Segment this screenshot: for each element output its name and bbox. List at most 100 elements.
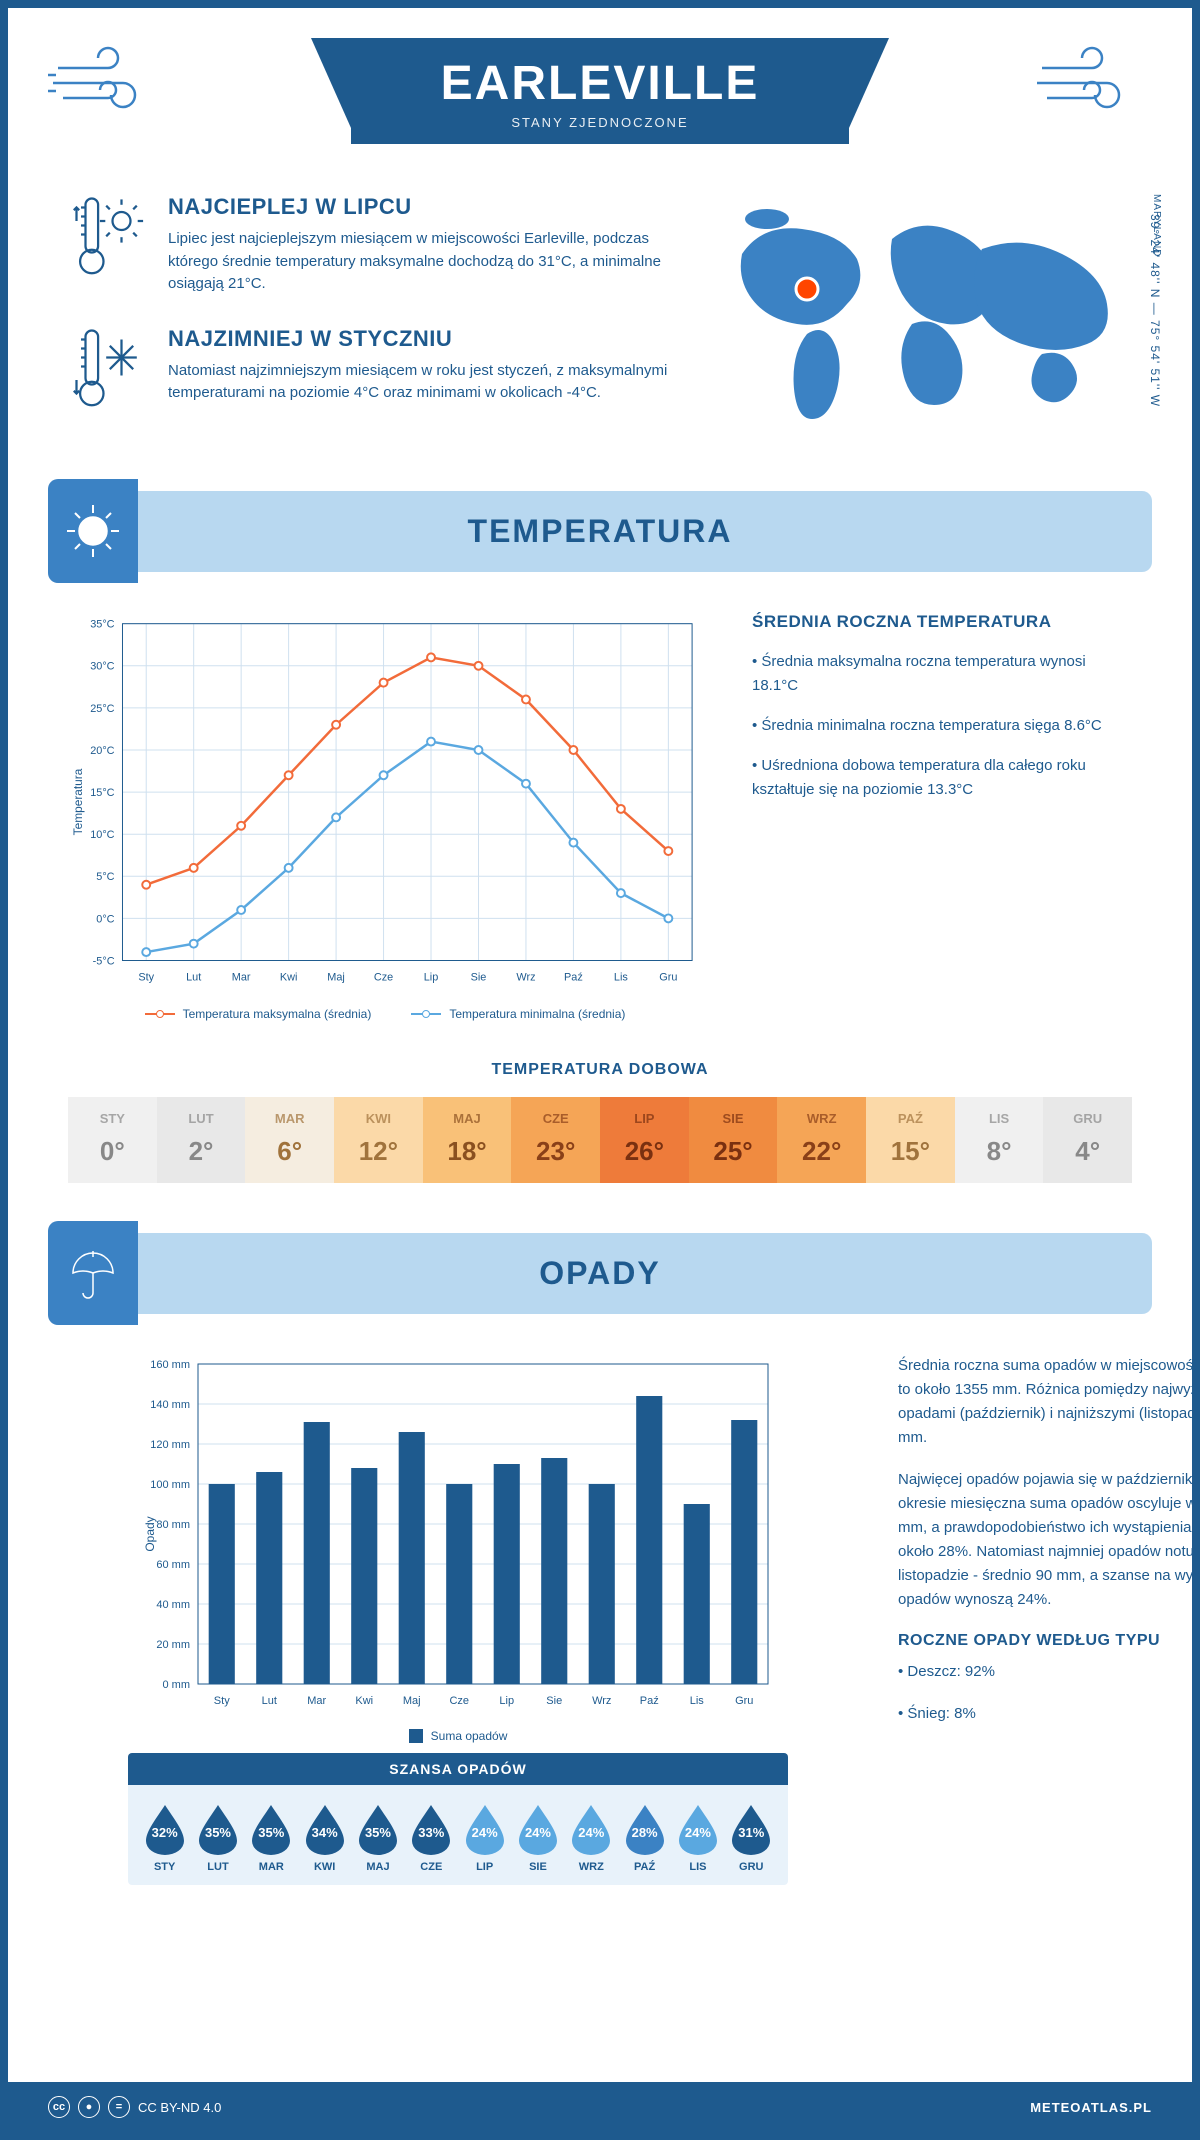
svg-text:Lut: Lut bbox=[186, 971, 201, 983]
sun-tab-icon bbox=[48, 479, 138, 583]
temperature-legend: Temperatura maksymalna (średnia)Temperat… bbox=[68, 1007, 702, 1021]
svg-text:0°C: 0°C bbox=[96, 913, 114, 925]
precip-p1: Średnia roczna suma opadów w miejscowośc… bbox=[898, 1354, 1200, 1450]
svg-text:Wrz: Wrz bbox=[592, 1695, 611, 1707]
fact-coldest-text: Natomiast najzimniejszym miesiącem w rok… bbox=[168, 360, 672, 405]
temp-bullet-1: • Średnia minimalna roczna temperatura s… bbox=[752, 714, 1132, 738]
svg-text:Maj: Maj bbox=[403, 1695, 421, 1707]
footer: cc ● = CC BY-ND 4.0 METEOATLAS.PL bbox=[8, 2082, 1192, 2132]
location-marker-icon bbox=[796, 278, 818, 300]
precip-chart-container: 0 mm20 mm40 mm60 mm80 mm100 mm120 mm140 … bbox=[68, 1354, 848, 1925]
precip-legend: Suma opadów bbox=[68, 1729, 848, 1743]
umbrella-tab-icon bbox=[48, 1221, 138, 1325]
svg-text:-5°C: -5°C bbox=[93, 955, 115, 967]
svg-text:25°C: 25°C bbox=[90, 702, 114, 714]
cc-icon: cc bbox=[48, 2096, 70, 2118]
precip-type-1: • Śnieg: 8% bbox=[898, 1702, 1200, 1726]
precip-legend-label: Suma opadów bbox=[431, 1729, 508, 1743]
fact-coldest-heading: NAJZIMNIEJ W STYCZNIU bbox=[168, 326, 672, 352]
heat-cell: LUT2° bbox=[157, 1097, 246, 1183]
precip-p2: Najwięcej opadów pojawia się w październ… bbox=[898, 1468, 1200, 1612]
svg-text:Sty: Sty bbox=[138, 971, 154, 983]
precip-summary: Średnia roczna suma opadów w miejscowośc… bbox=[898, 1354, 1200, 1925]
svg-text:Paź: Paź bbox=[564, 971, 583, 983]
svg-text:Wrz: Wrz bbox=[516, 971, 535, 983]
drop-cell: 35% MAR bbox=[250, 1803, 292, 1873]
svg-text:15°C: 15°C bbox=[90, 787, 114, 799]
rain-chance-drops: 32% STY 35% LUT 35% MAR 34% KWI 35% MAJ bbox=[128, 1785, 788, 1885]
svg-text:Mar: Mar bbox=[232, 971, 251, 983]
svg-text:Kwi: Kwi bbox=[280, 971, 298, 983]
title-banner: EARLEVILLE STANY ZJEDNOCZONE bbox=[351, 38, 850, 144]
fact-warmest: NAJCIEPLEJ W LIPCU Lipiec jest najcieple… bbox=[68, 194, 672, 296]
drop-cell: 33% CZE bbox=[410, 1803, 452, 1873]
temperature-body: -5°C0°C5°C10°C15°C20°C25°C30°C35°CStyLut… bbox=[8, 572, 1192, 1051]
svg-text:Paź: Paź bbox=[640, 1695, 659, 1707]
svg-text:Maj: Maj bbox=[327, 971, 345, 983]
drop-cell: 24% WRZ bbox=[570, 1803, 612, 1873]
temp-bullet-2: • Uśredniona dobowa temperatura dla całe… bbox=[752, 754, 1132, 802]
license-block: cc ● = CC BY-ND 4.0 bbox=[48, 2096, 221, 2118]
site-name: METEOATLAS.PL bbox=[1030, 2100, 1152, 2115]
svg-text:5°C: 5°C bbox=[96, 871, 114, 883]
drop-cell: 24% LIS bbox=[677, 1803, 719, 1873]
svg-text:Gru: Gru bbox=[735, 1695, 753, 1707]
svg-text:120 mm: 120 mm bbox=[150, 1439, 190, 1451]
city-title: EARLEVILLE bbox=[441, 56, 760, 111]
nd-icon: = bbox=[108, 2096, 130, 2118]
wind-deco-right bbox=[1032, 43, 1152, 128]
temperature-chart-container: -5°C0°C5°C10°C15°C20°C25°C30°C35°CStyLut… bbox=[68, 612, 702, 1021]
drop-cell: 32% STY bbox=[144, 1803, 186, 1873]
svg-text:Sie: Sie bbox=[546, 1695, 562, 1707]
heat-cell: LIP26° bbox=[600, 1097, 689, 1183]
facts-column: NAJCIEPLEJ W LIPCU Lipiec jest najcieple… bbox=[68, 194, 672, 451]
svg-text:20 mm: 20 mm bbox=[156, 1639, 190, 1651]
svg-text:40 mm: 40 mm bbox=[156, 1599, 190, 1611]
svg-text:Opady: Opady bbox=[143, 1516, 157, 1551]
drop-cell: 34% KWI bbox=[304, 1803, 346, 1873]
drop-cell: 35% LUT bbox=[197, 1803, 239, 1873]
fact-warmest-text: Lipiec jest najcieplejszym miesiącem w m… bbox=[168, 228, 672, 296]
svg-text:Sty: Sty bbox=[214, 1695, 230, 1707]
temperature-summary: ŚREDNIA ROCZNA TEMPERATURA • Średnia mak… bbox=[752, 612, 1132, 1021]
daily-temp-title: TEMPERATURA DOBOWA bbox=[8, 1061, 1192, 1079]
license-text: CC BY-ND 4.0 bbox=[138, 2100, 221, 2115]
precip-type-0: • Deszcz: 92% bbox=[898, 1660, 1200, 1684]
fact-warmest-heading: NAJCIEPLEJ W LIPCU bbox=[168, 194, 672, 220]
heat-cell: PAŹ15° bbox=[866, 1097, 955, 1183]
heat-cell: CZE23° bbox=[511, 1097, 600, 1183]
drop-cell: 35% MAJ bbox=[357, 1803, 399, 1873]
thermometer-snow-icon bbox=[68, 326, 148, 421]
svg-text:Lip: Lip bbox=[499, 1695, 514, 1707]
rain-chance-box: SZANSA OPADÓW 32% STY 35% LUT 35% MAR 34… bbox=[128, 1753, 788, 1885]
heat-cell: MAR6° bbox=[245, 1097, 334, 1183]
svg-text:140 mm: 140 mm bbox=[150, 1399, 190, 1411]
precip-heading: OPADY bbox=[48, 1255, 1152, 1292]
svg-text:Mar: Mar bbox=[307, 1695, 326, 1707]
temperature-heading: TEMPERATURA bbox=[48, 513, 1152, 550]
wind-deco-left bbox=[48, 43, 168, 128]
country-subtitle: STANY ZJEDNOCZONE bbox=[441, 115, 760, 130]
rain-chance-title: SZANSA OPADÓW bbox=[128, 1753, 788, 1785]
heat-cell: STY0° bbox=[68, 1097, 157, 1183]
heat-cell: MAJ18° bbox=[423, 1097, 512, 1183]
svg-text:Temperatura: Temperatura bbox=[71, 768, 85, 835]
svg-text:Lut: Lut bbox=[262, 1695, 277, 1707]
svg-text:60 mm: 60 mm bbox=[156, 1559, 190, 1571]
heat-cell: LIS8° bbox=[955, 1097, 1044, 1183]
precip-bar-chart: 0 mm20 mm40 mm60 mm80 mm100 mm120 mm140 … bbox=[68, 1354, 848, 1714]
svg-text:Sie: Sie bbox=[471, 971, 487, 983]
svg-text:Kwi: Kwi bbox=[355, 1695, 373, 1707]
temp-summary-heading: ŚREDNIA ROCZNA TEMPERATURA bbox=[752, 612, 1132, 632]
by-icon: ● bbox=[78, 2096, 100, 2118]
svg-text:160 mm: 160 mm bbox=[150, 1359, 190, 1371]
map-column: MARYLAND 39° 24' 48'' N — 75° 54' 51'' W bbox=[712, 194, 1132, 451]
svg-text:Gru: Gru bbox=[659, 971, 677, 983]
temperature-line-chart: -5°C0°C5°C10°C15°C20°C25°C30°C35°CStyLut… bbox=[68, 612, 702, 992]
precip-section-header: OPADY bbox=[48, 1233, 1152, 1314]
svg-text:20°C: 20°C bbox=[90, 744, 114, 756]
heat-cell: KWI12° bbox=[334, 1097, 423, 1183]
intro-section: NAJCIEPLEJ W LIPCU Lipiec jest najcieple… bbox=[8, 164, 1192, 491]
thermometer-sun-icon bbox=[68, 194, 148, 296]
svg-text:35°C: 35°C bbox=[90, 618, 114, 630]
